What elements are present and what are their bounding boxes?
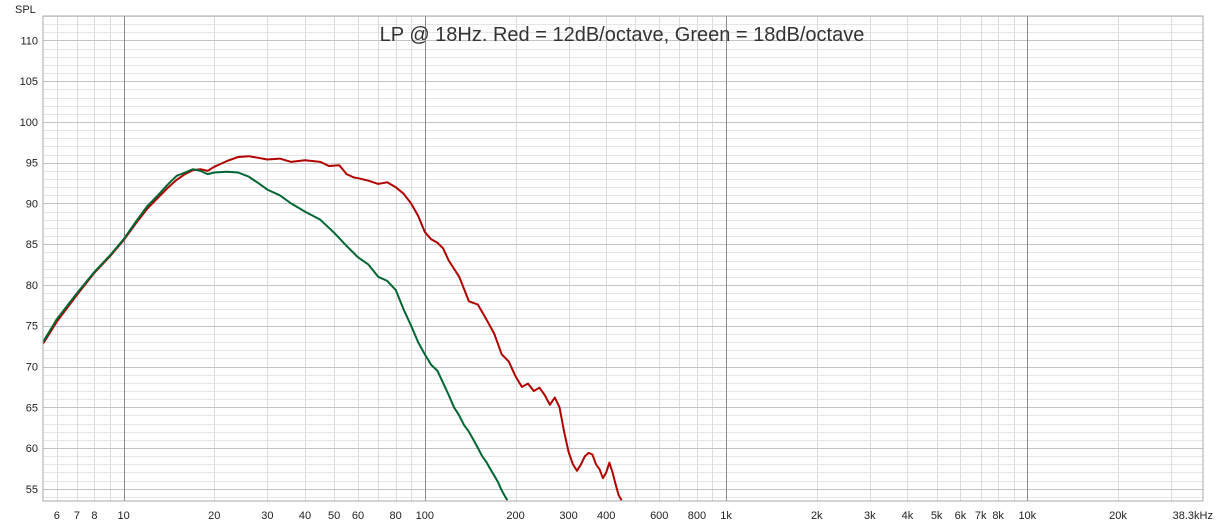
y-tick-label: 90: [26, 198, 38, 210]
x-tick-label: 40: [299, 510, 311, 522]
x-tick-label: 7: [74, 510, 80, 522]
x-tick-label: 3k: [864, 510, 876, 522]
x-tick-label: 6: [54, 510, 60, 522]
y-tick-label: 100: [20, 117, 38, 129]
response-curves: [42, 155, 623, 501]
x-tick-label: 20k: [1109, 510, 1127, 522]
y-tick-label: 95: [26, 158, 38, 170]
x-tick-label: 1k: [720, 510, 732, 522]
x-tick-label: 50: [328, 510, 340, 522]
x-tick-label: 20: [208, 510, 220, 522]
x-tick-label: 8k: [992, 510, 1004, 522]
y-tick-label: 65: [26, 402, 38, 414]
x-tick-label: 80: [390, 510, 402, 522]
y-tick-label: 80: [26, 280, 38, 292]
y-axis-tick-labels: 55 60 65 70 75 80 85 90 95 100 105 110: [20, 35, 38, 495]
x-tick-label: 4k: [902, 510, 914, 522]
y-tick-label: 70: [26, 362, 38, 374]
y-tick-label: 110: [20, 35, 38, 47]
minor-gridlines: [43, 16, 1203, 501]
major-gridlines: [43, 16, 1203, 501]
x-tick-label: 5k: [931, 510, 943, 522]
x-tick-label: 7k: [975, 510, 987, 522]
x-tick-label: 200: [506, 510, 524, 522]
y-tick-label: 105: [20, 76, 38, 88]
x-tick-label: 600: [650, 510, 668, 522]
plot-frame: [42, 15, 1204, 502]
x-tick-label: 8: [91, 510, 97, 522]
x-tick-label: 300: [559, 510, 577, 522]
x-tick-label: 2k: [811, 510, 823, 522]
x-tick-label: 10k: [1018, 510, 1036, 522]
y-tick-label: 85: [26, 239, 38, 251]
x-tick-label: 10: [117, 510, 129, 522]
x-tick-label: 400: [597, 510, 615, 522]
x-tick-label: 30: [261, 510, 273, 522]
y-tick-label: 55: [26, 484, 38, 496]
chart-title: LP @ 18Hz. Red = 12dB/octave, Green = 18…: [380, 24, 865, 46]
y-tick-label: 75: [26, 321, 38, 333]
y-axis-label: SPL: [15, 4, 36, 16]
x-tick-label: 38.3kHz: [1173, 510, 1213, 522]
x-tick-label: 6k: [955, 510, 967, 522]
series-line-2: [42, 168, 509, 501]
x-axis-tick-labels: 6 7 8 10 20 30 40 50 60 80 100 200 300 400 600 800 1k 2k 3…: [54, 510, 1213, 522]
x-tick-label: 60: [352, 510, 364, 522]
x-tick-label: 800: [688, 510, 706, 522]
x-tick-label: 100: [416, 510, 434, 522]
y-tick-label: 60: [26, 443, 38, 455]
